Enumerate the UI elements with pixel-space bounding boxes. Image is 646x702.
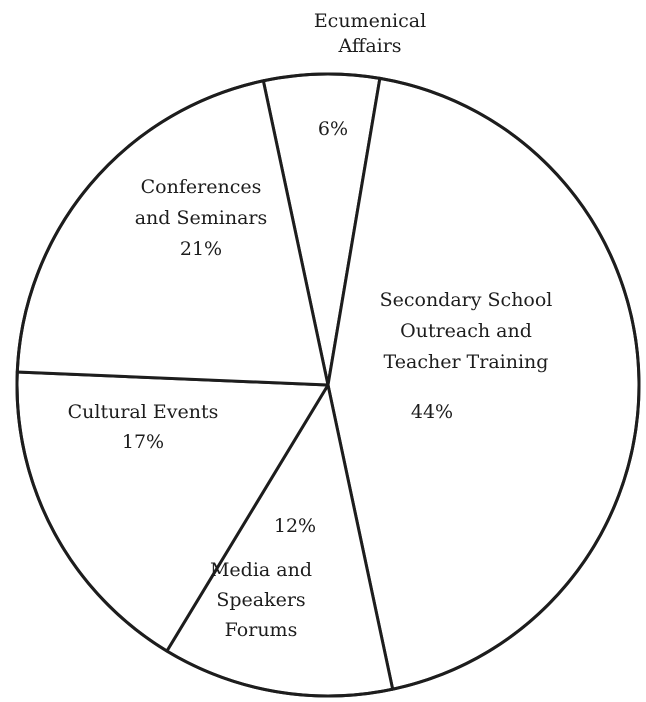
slice-label-group-1: Ecumenical Affairs 6% [314, 10, 426, 140]
slice-label-line: Affairs [337, 35, 401, 57]
pie-labels: Ecumenical Affairs 6% Secondary School Outre… [68, 10, 553, 641]
slice-value-label: 17% [122, 431, 164, 453]
slice-label-line: Forums [225, 619, 298, 641]
pie-slices [15, 72, 641, 698]
pie-outline [15, 72, 641, 698]
slice-label-line: Ecumenical [314, 10, 426, 32]
slice-label-group-4: Cultural Events 17% [68, 401, 219, 453]
slice-value-label: 12% [274, 515, 316, 537]
slice-label-line: Cultural Events [68, 401, 219, 423]
slice-label-line: Conferences [141, 176, 262, 198]
slice-label-group-5: Conferences and Seminars 21% [135, 176, 268, 260]
slice-label-line: Outreach and [400, 320, 532, 342]
slice-label-line: Secondary School [380, 289, 553, 311]
slice-value-label: 21% [180, 238, 222, 260]
slice-label-group-2: Secondary School Outreach and Teacher Trai… [380, 289, 553, 423]
slice-label-line: Media and [210, 559, 312, 581]
slice-value-label: 6% [318, 118, 348, 140]
slice-label-group-3: Media and Speakers Forums 12% [210, 515, 316, 641]
slice-label-line: Speakers [216, 589, 305, 611]
slice-label-line: and Seminars [135, 207, 268, 229]
slice-value-label: 44% [411, 401, 453, 423]
slice-label-line: Teacher Training [384, 351, 549, 373]
